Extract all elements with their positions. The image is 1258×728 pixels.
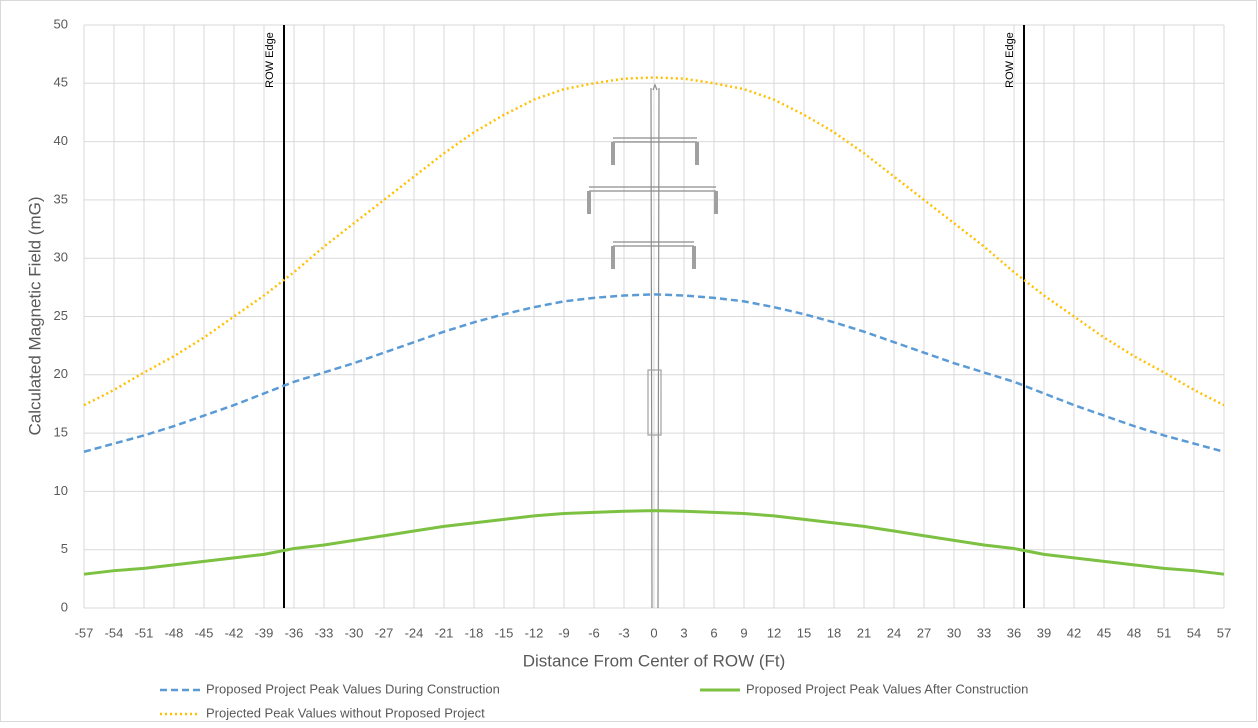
crossarm xyxy=(613,137,697,143)
grid xyxy=(83,24,1225,609)
legend-label: Projected Peak Values without Proposed P… xyxy=(206,705,485,720)
x-tick-label: -27 xyxy=(375,625,394,640)
x-tick-label: 45 xyxy=(1097,625,1111,640)
row-edge-label: ROW Edge xyxy=(264,32,276,88)
y-axis-title: Calculated Magnetic Field (mG) xyxy=(25,196,44,435)
insulator xyxy=(587,142,718,269)
plot: ROW Edge ROW Edge xyxy=(83,25,1225,608)
y-tick-label: 35 xyxy=(54,191,68,206)
y-tick-label: 50 xyxy=(54,16,68,31)
x-tick-label: -33 xyxy=(315,625,334,640)
x-tick-label: 24 xyxy=(887,625,901,640)
series-line xyxy=(83,293,1225,453)
y-tick-label: 25 xyxy=(54,308,68,323)
legend-label: Proposed Project Peak Values After Const… xyxy=(746,681,1028,696)
pole-base xyxy=(647,369,662,436)
x-tick-label: 30 xyxy=(947,625,961,640)
y-tick-label: 20 xyxy=(54,366,68,381)
pole xyxy=(650,83,660,609)
x-axis-title: Distance From Center of ROW (Ft) xyxy=(523,651,786,670)
x-tick-label: -15 xyxy=(495,625,514,640)
x-tick-label: -6 xyxy=(588,625,600,640)
y-tick-label: 30 xyxy=(54,250,68,265)
x-tick-label: 33 xyxy=(977,625,991,640)
x-tick-label: 9 xyxy=(740,625,747,640)
x-tick-label: -45 xyxy=(195,625,214,640)
crossarm xyxy=(589,186,716,192)
x-tick-label: -39 xyxy=(255,625,274,640)
x-tick-label: 21 xyxy=(857,625,871,640)
x-tick-label: -36 xyxy=(285,625,304,640)
row-edge-label: ROW Edge xyxy=(1004,32,1016,88)
x-tick-label: -51 xyxy=(135,625,154,640)
x-tick-label: -42 xyxy=(225,625,244,640)
tower-drawing xyxy=(587,83,718,609)
legend-label: Proposed Project Peak Values During Cons… xyxy=(206,681,500,696)
x-tick-label: 12 xyxy=(767,625,781,640)
x-tick-label: 18 xyxy=(827,625,841,640)
y-tick-label: 10 xyxy=(54,483,68,498)
x-tick-label: 0 xyxy=(650,625,657,640)
y-tick-label: 40 xyxy=(54,133,68,148)
x-tick-label: -18 xyxy=(465,625,484,640)
x-tick-label: -24 xyxy=(405,625,424,640)
y-tick-label: 45 xyxy=(54,75,68,90)
x-tick-label: -3 xyxy=(618,625,630,640)
x-tick-label: -54 xyxy=(105,625,124,640)
y-tick-label: 0 xyxy=(61,599,68,614)
x-tick-label: 48 xyxy=(1127,625,1141,640)
x-tick-label: 54 xyxy=(1187,625,1201,640)
crossarm xyxy=(613,241,694,247)
x-tick-label: 6 xyxy=(710,625,717,640)
x-tick-label: 51 xyxy=(1157,625,1171,640)
x-tick-label: -30 xyxy=(345,625,364,640)
x-tick-label: -57 xyxy=(75,625,94,640)
x-tick-label: -12 xyxy=(525,625,544,640)
x-tick-label: -48 xyxy=(165,625,184,640)
x-tick-label: 42 xyxy=(1067,625,1081,640)
x-tick-label: -21 xyxy=(435,625,454,640)
y-tick-label: 15 xyxy=(54,425,68,440)
x-tick-label: 3 xyxy=(680,625,687,640)
x-tick-label: 15 xyxy=(797,625,811,640)
series-line xyxy=(83,509,1225,576)
x-tick-label: 57 xyxy=(1217,625,1231,640)
y-tick-label: 5 xyxy=(61,541,68,556)
x-tick-label: 39 xyxy=(1037,625,1051,640)
x-tick-label: -9 xyxy=(558,625,570,640)
x-tick-label: 27 xyxy=(917,625,931,640)
x-tick-label: 36 xyxy=(1007,625,1021,640)
